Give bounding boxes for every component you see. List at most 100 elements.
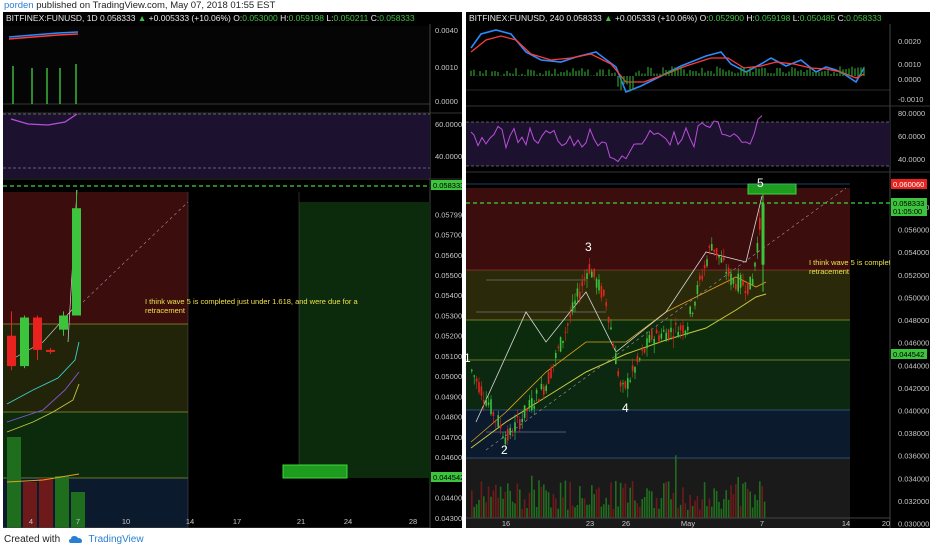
volume-bar: [509, 490, 511, 518]
macd-axis-label: 0.0020: [898, 37, 921, 46]
candle-body: [610, 327, 612, 330]
volume-bar: [603, 504, 605, 518]
volume-bar: [574, 507, 576, 518]
candle-body: [672, 336, 675, 340]
candle-body: [583, 277, 586, 279]
author-link[interactable]: porden: [4, 0, 34, 11]
interval-label[interactable]: 240: [549, 13, 564, 23]
price-tick-label: 0.044000: [435, 494, 462, 503]
volume-bar: [747, 488, 749, 518]
candle-body: [547, 371, 550, 384]
volume-bar: [557, 508, 559, 518]
price-tick-label: 0.034000: [898, 474, 929, 483]
volume-bar: [535, 506, 538, 518]
volume-bar: [653, 507, 655, 518]
volume-bars: [471, 455, 766, 518]
volume-bars: [7, 437, 85, 528]
candle-body: [629, 380, 631, 382]
volume-bar: [591, 485, 593, 518]
candle-body: [559, 337, 562, 352]
publish-info-bar: porden published on TradingView.com, May…: [0, 0, 932, 12]
candle-body: [535, 389, 538, 394]
candle-body: [552, 364, 555, 366]
volume-bar: [473, 506, 475, 518]
time-axis[interactable]: 4 7 10 14 17 21 24 28: [29, 517, 417, 526]
volume-bar: [735, 483, 737, 518]
time-tick-label: 16: [502, 519, 510, 528]
rsi-pane: 80.0000 60.0000 40.0000: [466, 109, 925, 167]
volume-bar: [641, 499, 643, 518]
candle-body: [569, 314, 571, 318]
daily-chart-svg[interactable]: 0.0040 0.0010 0.0000 60.0000 40.0000: [3, 12, 466, 529]
wave-label-4: 4: [622, 401, 629, 415]
volume-bar: [615, 480, 617, 518]
target-price-tag: 0.044542: [893, 350, 924, 359]
volume-bar: [583, 498, 586, 518]
volume-bar: [648, 490, 651, 518]
candle-body: [699, 275, 701, 280]
candles: [471, 193, 765, 451]
volume-bar: [701, 499, 703, 518]
daily-chart-panel[interactable]: BITFINEX:FUNUSD, 1D 0.058333 ▲ +0.005333…: [3, 12, 466, 529]
time-tick-label: 4: [29, 517, 33, 526]
volume-bar: [737, 477, 739, 518]
tradingview-link[interactable]: TradingView: [88, 534, 144, 545]
candle-body: [732, 278, 735, 284]
candle-body: [485, 399, 487, 406]
candle-body: [658, 335, 660, 341]
time-tick-label: 23: [586, 519, 594, 528]
fibonacci-zones: [466, 183, 850, 528]
rsi-axis-label: 40.0000: [435, 152, 462, 161]
volume-bar: [607, 504, 610, 518]
rsi-axis-label: 60.0000: [898, 132, 925, 141]
candle-body: [725, 272, 727, 274]
time-tick-label: 17: [233, 517, 241, 526]
volume-bar: [687, 509, 689, 518]
candle-body: [675, 322, 677, 325]
time-axis[interactable]: 16 23 26 May 7 14 20: [502, 519, 890, 528]
volume-bar: [759, 481, 761, 518]
price-tick-label: 0.046000: [898, 339, 929, 348]
volume-bar: [547, 492, 550, 518]
volume-bar: [576, 505, 579, 518]
rsi-axis-label: 40.0000: [898, 155, 925, 164]
volume-bar: [711, 506, 713, 518]
candle-body: [507, 429, 509, 441]
candle-body: [711, 244, 713, 251]
candle-body: [588, 264, 591, 274]
candle-body: [20, 317, 29, 367]
h4-chart-panel[interactable]: BITFINEX:FUNUSD, 240 0.058333 ▲ +0.00533…: [464, 12, 930, 528]
wave-label-1: 1: [466, 351, 471, 365]
price-axis[interactable]: 0.0579900.0560000.0540000.0520000.050000…: [898, 203, 929, 528]
candle-body: [487, 402, 490, 405]
symbol-label[interactable]: BITFINEX:FUNUSD: [6, 13, 83, 23]
candle-body: [648, 334, 651, 343]
volume-bar: [651, 491, 653, 518]
volume-bar: [598, 487, 600, 518]
price-change: +0.005333 (+10.06%): [148, 13, 231, 23]
candle-body: [533, 406, 535, 409]
candle-body: [33, 317, 42, 350]
h4-chart-svg[interactable]: 0.0020 0.0010 0.0000 -0.0010 80.0000 60.…: [464, 12, 930, 528]
price-tick-label: 0.056000: [898, 226, 929, 235]
interval-label[interactable]: 1D: [86, 13, 98, 23]
candle-body: [634, 367, 636, 373]
volume-bar: [670, 499, 672, 518]
wave-annotation: I think wave 5 is completed just under 1…: [809, 258, 930, 276]
volume-bar: [713, 488, 715, 518]
wave-annotation: I think wave 5 is completed just under 1…: [145, 297, 358, 315]
candle-body: [516, 416, 519, 418]
volume-bar: [492, 490, 495, 518]
volume-bar: [490, 496, 492, 518]
symbol-label[interactable]: BITFINEX:FUNUSD: [469, 13, 546, 23]
candle-body: [751, 278, 754, 286]
candle-body: [612, 344, 615, 348]
candles: [7, 190, 81, 371]
candle-body: [735, 283, 737, 290]
volume-bar: [679, 504, 682, 518]
candle-body: [684, 330, 687, 335]
